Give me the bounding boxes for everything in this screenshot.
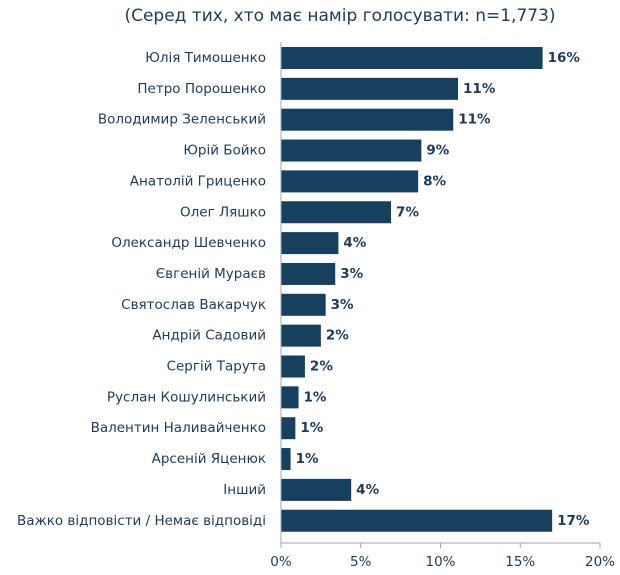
bar (281, 293, 326, 316)
value-label: 16% (548, 50, 581, 66)
category-label: Сергій Тарута (167, 359, 266, 375)
value-label: 11% (463, 81, 496, 97)
value-label: 8% (423, 173, 446, 189)
x-tick-label: 0% (270, 554, 292, 570)
category-label: Володимир Зеленський (98, 112, 266, 128)
category-label: Олег Ляшко (180, 204, 266, 220)
category-labels: Юлія Тимошенко Петро Порошенко Володимир З… (17, 50, 266, 529)
category-label: Важко відповісти / Немає відповіді (17, 513, 266, 529)
bar (281, 448, 291, 471)
category-label: Євгеній Мураєв (156, 266, 266, 282)
value-label: 4% (343, 235, 366, 251)
category-label: Олександр Шевченко (111, 235, 266, 251)
x-tick-label: 15% (505, 554, 535, 570)
value-label: 11% (458, 112, 491, 128)
value-label: 3% (331, 297, 354, 313)
bar (281, 232, 339, 255)
category-label: Петро Порошенко (137, 81, 266, 97)
bar (281, 139, 422, 162)
bar (281, 47, 543, 69)
bar (281, 201, 392, 224)
value-labels: 16% 11% 11% 9% 8%7% 4% 3% 3% 2% 2% 1% 1% 1% 4% 17% (296, 50, 590, 529)
bars-layer (281, 47, 553, 532)
value-label: 2% (326, 328, 349, 344)
bar (281, 355, 305, 378)
category-label: Святослав Вакарчук (121, 297, 266, 313)
value-label: 4% (356, 482, 379, 498)
value-label: 1% (304, 389, 327, 405)
bar (281, 108, 454, 131)
value-label: 1% (300, 420, 323, 436)
value-label: 2% (310, 359, 333, 375)
category-label: Арсеній Яценюк (152, 451, 266, 467)
bar (281, 262, 336, 285)
x-tick-label: 10% (425, 554, 455, 570)
category-label: Валентин Наливайченко (91, 420, 266, 436)
value-label: 1% (296, 451, 319, 467)
bar (281, 417, 296, 440)
category-label: Андрій Садовий (152, 328, 266, 344)
category-label: Інший (223, 482, 266, 498)
bar (281, 478, 352, 501)
bar (281, 509, 553, 532)
x-axis: 0% 5% 10% 15% 20% (270, 42, 615, 570)
chart-title: (Серед тих, хто має намір голосувати: n=… (124, 6, 556, 26)
value-label: 7% (396, 204, 419, 220)
bar (281, 386, 299, 409)
category-label: Юлія Тимошенко (145, 50, 266, 66)
category-label: Руслан Кошулинський (107, 389, 266, 405)
bar (281, 170, 419, 193)
value-label: 17% (557, 513, 590, 529)
x-tick-label: 20% (585, 554, 615, 570)
value-label: 9% (426, 143, 449, 159)
bar (281, 324, 321, 347)
category-label: Анатолій Гриценко (130, 173, 266, 189)
value-label: 3% (340, 266, 363, 282)
bar (281, 77, 459, 100)
x-tick-label: 5% (350, 554, 372, 570)
category-label: Юрій Бойко (183, 143, 266, 159)
